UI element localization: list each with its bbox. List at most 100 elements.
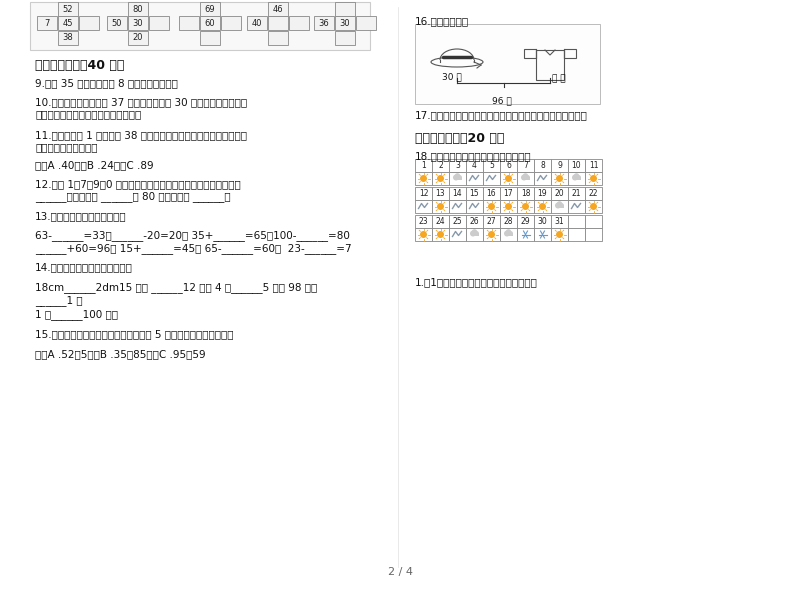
Bar bbox=[415, 24, 600, 104]
Text: 棋子少几颗？两种棋子一共有多少颗？: 棋子少几颗？两种棋子一共有多少颗？ bbox=[35, 109, 142, 119]
Bar bbox=[585, 172, 602, 185]
Circle shape bbox=[590, 203, 597, 210]
Text: 12.　用 1、7、9、0 四个数中的两个数组成两位数，其中最大的是: 12. 用 1、7、9、0 四个数中的两个数组成两位数，其中最大的是 bbox=[35, 179, 241, 189]
Text: 2 / 4: 2 / 4 bbox=[387, 567, 413, 577]
Bar bbox=[107, 16, 127, 30]
Circle shape bbox=[474, 231, 479, 236]
Text: 7: 7 bbox=[44, 18, 50, 27]
Text: 38: 38 bbox=[62, 34, 74, 43]
Text: 18: 18 bbox=[521, 189, 530, 198]
Bar bbox=[58, 16, 78, 30]
Text: 16: 16 bbox=[486, 189, 496, 198]
Bar bbox=[200, 31, 220, 45]
Text: 6: 6 bbox=[506, 161, 511, 170]
Text: 15: 15 bbox=[470, 189, 479, 198]
Bar bbox=[37, 16, 57, 30]
Text: 25: 25 bbox=[453, 217, 462, 226]
Bar bbox=[466, 200, 483, 213]
Bar bbox=[483, 200, 500, 213]
Bar bbox=[454, 177, 462, 179]
Bar bbox=[221, 16, 241, 30]
Text: 1 米______100 厘米: 1 米______100 厘米 bbox=[35, 309, 118, 320]
Circle shape bbox=[557, 201, 562, 207]
Text: A .40　　B .24　　C .89: A .40 B .24 C .89 bbox=[35, 160, 154, 170]
Bar bbox=[415, 200, 432, 213]
Bar bbox=[449, 172, 466, 185]
Bar bbox=[432, 215, 449, 228]
Bar bbox=[568, 215, 585, 228]
Bar bbox=[568, 172, 585, 185]
Text: 7: 7 bbox=[523, 161, 528, 170]
Text: 4: 4 bbox=[472, 161, 477, 170]
Text: 20: 20 bbox=[133, 34, 143, 43]
Circle shape bbox=[590, 175, 597, 182]
Text: 96 元: 96 元 bbox=[491, 96, 511, 105]
Text: 9.　有 35 个苹果，吃了 8 个，还剩多少个？: 9. 有 35 个苹果，吃了 8 个，还剩多少个？ bbox=[35, 78, 178, 88]
Bar bbox=[517, 215, 534, 228]
Circle shape bbox=[539, 203, 546, 210]
Bar bbox=[517, 172, 534, 185]
Text: 24: 24 bbox=[436, 217, 446, 226]
Text: 13: 13 bbox=[436, 189, 446, 198]
Bar bbox=[449, 200, 466, 213]
Text: 30: 30 bbox=[133, 18, 143, 27]
Text: 二、综合练习（40 分）: 二、综合练习（40 分） bbox=[35, 59, 124, 72]
Circle shape bbox=[488, 231, 495, 238]
Bar bbox=[585, 200, 602, 213]
Bar bbox=[568, 200, 585, 213]
Text: 13.　在横线里填上合适的数。: 13. 在横线里填上合适的数。 bbox=[35, 211, 126, 221]
Text: A .52；5　　B .35；85　　C .95；59: A .52；5 B .35；85 C .95；59 bbox=[35, 349, 206, 359]
Bar bbox=[505, 233, 513, 236]
Text: 16.　看图列式。: 16. 看图列式。 bbox=[415, 16, 469, 26]
Bar bbox=[551, 200, 568, 213]
Text: 40: 40 bbox=[252, 18, 262, 27]
Text: 18.　下面是某城市十二月份的天气情况: 18. 下面是某城市十二月份的天气情况 bbox=[415, 151, 532, 161]
Text: 36: 36 bbox=[318, 18, 330, 27]
Bar bbox=[585, 159, 602, 172]
Text: 23: 23 bbox=[418, 217, 428, 226]
Bar bbox=[500, 215, 517, 228]
Bar bbox=[415, 215, 432, 228]
Bar bbox=[466, 159, 483, 172]
Bar bbox=[415, 187, 432, 200]
Bar bbox=[30, 2, 370, 50]
Bar bbox=[483, 159, 500, 172]
Bar bbox=[551, 228, 568, 241]
Bar bbox=[534, 200, 551, 213]
Text: 60: 60 bbox=[205, 18, 215, 27]
Bar bbox=[200, 2, 220, 16]
Bar bbox=[432, 187, 449, 200]
Text: 11.　小军跳绳 1 分钟跳了 38 个，老师比小军跳得多得多，　老师可: 11. 小军跳绳 1 分钟跳了 38 个，老师比小军跳得多得多， 老师可 bbox=[35, 130, 247, 140]
Bar bbox=[517, 187, 534, 200]
Text: 30: 30 bbox=[538, 217, 547, 226]
Text: 29: 29 bbox=[521, 217, 530, 226]
Bar bbox=[356, 16, 376, 30]
Text: 50: 50 bbox=[112, 18, 122, 27]
Bar bbox=[432, 172, 449, 185]
Circle shape bbox=[488, 203, 495, 210]
Text: 28: 28 bbox=[504, 217, 514, 226]
Circle shape bbox=[506, 229, 511, 235]
Circle shape bbox=[576, 175, 581, 180]
Bar bbox=[551, 187, 568, 200]
Bar bbox=[564, 49, 576, 58]
Bar bbox=[551, 172, 568, 185]
Bar bbox=[432, 159, 449, 172]
Text: 14.　变一变，比一比，填一填。: 14. 变一变，比一比，填一填。 bbox=[35, 262, 133, 272]
Circle shape bbox=[555, 202, 561, 208]
Bar bbox=[128, 31, 148, 45]
Bar bbox=[534, 215, 551, 228]
Text: 9: 9 bbox=[557, 161, 562, 170]
Bar bbox=[466, 215, 483, 228]
Text: 19: 19 bbox=[538, 189, 547, 198]
Bar bbox=[415, 172, 432, 185]
Bar bbox=[466, 187, 483, 200]
Bar bbox=[522, 177, 530, 179]
Bar bbox=[568, 159, 585, 172]
Bar bbox=[568, 228, 585, 241]
Bar bbox=[415, 228, 432, 241]
Bar bbox=[449, 159, 466, 172]
Circle shape bbox=[556, 231, 563, 238]
Text: 15.　在下面各组数中，个位数都是　　 5 的一组是（　　　　）。: 15. 在下面各组数中，个位数都是 5 的一组是（ ）。 bbox=[35, 329, 234, 339]
Text: 26: 26 bbox=[470, 217, 479, 226]
